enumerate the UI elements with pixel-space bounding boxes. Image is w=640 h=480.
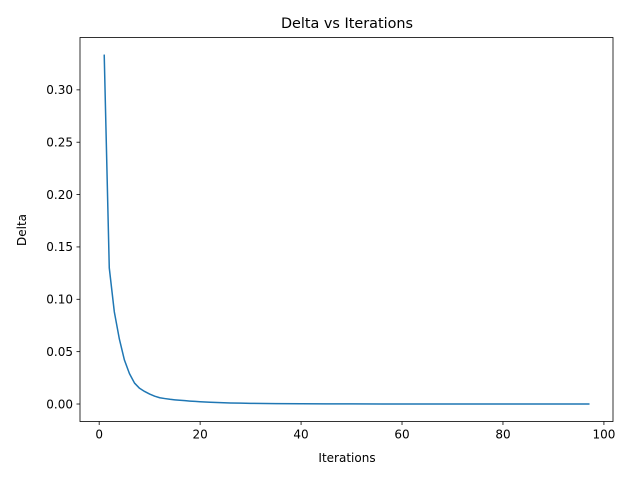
axes-frame: [79, 37, 614, 422]
y-axis-ticks: 0.00 0.05 0.10 0.15 0.20 0.25 0.30: [46, 83, 80, 411]
chart-title: Delta vs Iterations: [281, 16, 413, 32]
x-axis-ticks: 0 20 40 60 80 100: [95, 421, 615, 442]
x-tick-label: 100: [592, 428, 615, 442]
y-axis-label: Delta: [15, 214, 29, 246]
series-line-0: [103, 54, 590, 405]
y-tick-label: 0.10: [46, 293, 73, 307]
x-tick-label: 0: [95, 428, 103, 442]
y-tick-label: 0.15: [46, 240, 73, 254]
x-tick-label: 20: [192, 428, 207, 442]
x-tick-label: 40: [293, 428, 308, 442]
y-tick-label: 0.00: [46, 397, 73, 411]
plot-area: [103, 54, 590, 405]
x-axis-label: Iterations: [318, 451, 375, 465]
y-tick-label: 0.30: [46, 83, 73, 97]
x-tick-label: 80: [495, 428, 510, 442]
y-tick-label: 0.05: [46, 345, 73, 359]
y-tick-label: 0.25: [46, 136, 73, 150]
y-tick-label: 0.20: [46, 188, 73, 202]
x-tick-label: 60: [394, 428, 409, 442]
